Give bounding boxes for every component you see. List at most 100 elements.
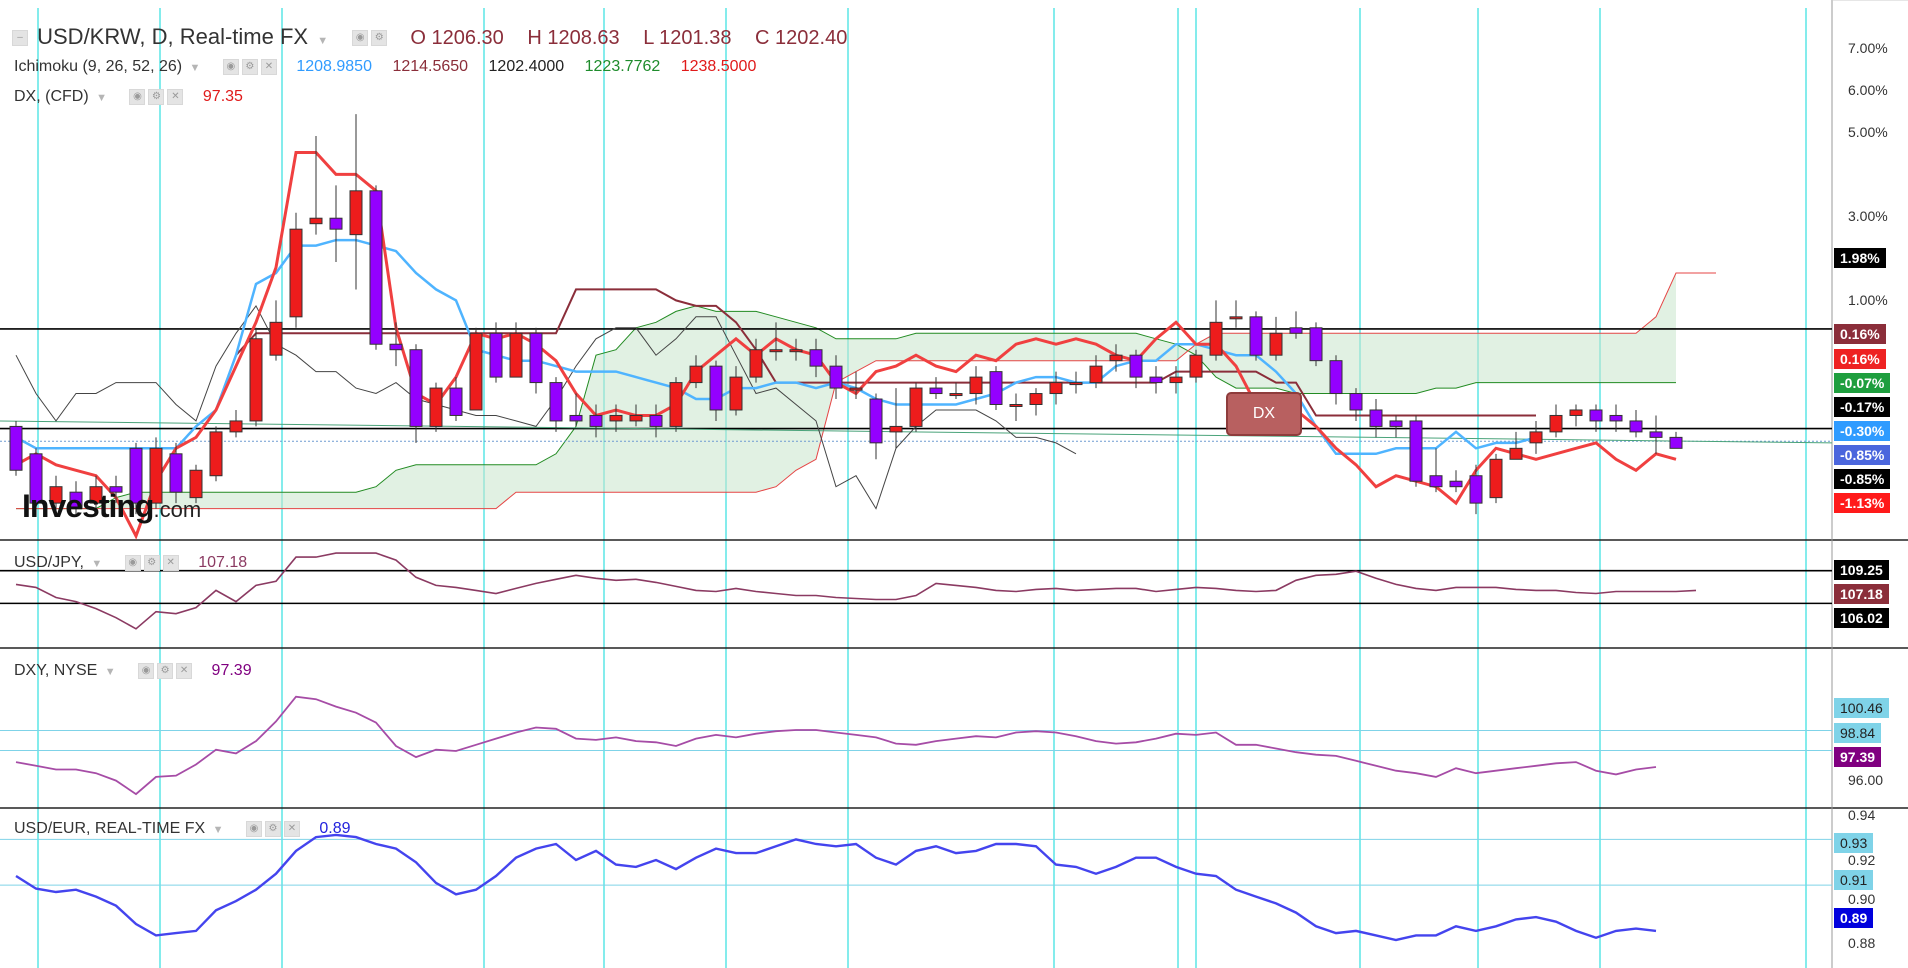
candle-body (909, 387, 923, 427)
candle-body (209, 431, 223, 477)
chevron-down-icon[interactable]: ▼ (212, 824, 224, 836)
eye-icon[interactable]: ◉ (222, 58, 239, 75)
candle-body (1149, 376, 1163, 384)
candle-body (689, 365, 703, 384)
candle-body (69, 491, 83, 510)
candle-body (1609, 414, 1623, 422)
price-label: -0.17% (1834, 397, 1891, 417)
candle-body (1109, 354, 1123, 362)
candle-body (1569, 409, 1583, 416)
candle-body (669, 382, 683, 427)
eye-icon[interactable]: ◉ (352, 30, 369, 47)
dx-line (15, 151, 1677, 540)
eur-value: 0.89 (319, 820, 351, 837)
candle-body (229, 420, 243, 433)
ichimoku-cloud (16, 272, 1716, 510)
close-icon[interactable]: ✕ (167, 88, 184, 105)
gear-icon[interactable]: ⚙ (264, 820, 281, 837)
gear-icon[interactable]: ⚙ (241, 58, 258, 75)
price-label: -0.30% (1834, 421, 1891, 441)
chevron-down-icon[interactable]: ▼ (96, 92, 107, 104)
ichimoku-legend: Ichimoku (9, 26, 52, 26) ▼ ◉ ⚙ ✕ 1208.9850… (14, 58, 756, 76)
candle-body (509, 332, 523, 378)
candle-body (489, 332, 503, 378)
chevron-down-icon[interactable]: ▼ (104, 666, 116, 678)
close-icon[interactable]: ✕ (162, 554, 179, 571)
gear-icon[interactable]: ⚙ (148, 88, 165, 105)
jpy-legend: USD/JPY, ▼ ◉ ⚙ ✕ 107.18 (14, 554, 247, 572)
candle-body (1429, 475, 1443, 488)
price-label: 0.91 (1834, 870, 1874, 890)
eye-icon[interactable]: ◉ (138, 662, 155, 679)
candle-body (709, 365, 723, 411)
candle-body (1029, 393, 1043, 405)
eye-icon[interactable]: ◉ (129, 88, 146, 105)
gear-icon[interactable]: ⚙ (157, 662, 174, 679)
candle-body (809, 349, 823, 367)
span-b-value: 1238.5000 (680, 58, 757, 75)
collapse-icon[interactable]: – (12, 30, 28, 47)
axis-tick-label: 7.00% (1848, 40, 1888, 56)
axis-tick-label: 3.00% (1848, 208, 1888, 224)
gear-icon[interactable]: ⚙ (371, 30, 388, 47)
candle-body (469, 332, 483, 411)
candle-body (49, 486, 63, 504)
chevron-down-icon[interactable]: ▼ (91, 558, 103, 570)
candle-body (269, 321, 283, 356)
price-label: 106.02 (1834, 608, 1889, 628)
open-value: O 1206.30 (410, 27, 504, 49)
close-icon[interactable]: ✕ (283, 820, 300, 837)
main-legend: – USD/KRW, D, Real-time FX ▼ ◉ ⚙ O 1206.3… (12, 24, 865, 50)
candle-body (1169, 376, 1183, 384)
candle-body (1189, 354, 1203, 378)
price-label: 100.46 (1834, 698, 1889, 718)
candle-body (149, 447, 163, 504)
price-label: 98.84 (1834, 723, 1882, 743)
span-a-value: 1223.7762 (584, 58, 661, 75)
dxy-legend: DXY, NYSE ▼ ◉ ⚙ ✕ 97.39 (14, 662, 252, 680)
span-b-line (16, 272, 1716, 510)
close-value: C 1202.40 (755, 27, 848, 49)
candle-body (109, 486, 123, 493)
axis-tick-label: 96.00 (1848, 772, 1884, 788)
candle-body (1269, 332, 1283, 356)
candle-body (249, 338, 263, 422)
candle-body (869, 398, 883, 444)
span-a-line (16, 305, 1676, 510)
eur-legend: USD/EUR, REAL-TIME FX ▼ ◉ ⚙ ✕ 0.89 (14, 820, 351, 838)
price-label: 1.98% (1834, 248, 1886, 268)
eye-icon[interactable]: ◉ (124, 554, 141, 571)
candle-body (1329, 360, 1343, 395)
dx-callout[interactable]: DX (1226, 392, 1302, 436)
candle-body (1049, 382, 1063, 395)
dx-legend: DX, (CFD) ▼ ◉ ⚙ ✕ 97.35 (14, 88, 243, 106)
sub-pane-lines (0, 552, 1832, 942)
candle-body (529, 332, 543, 384)
candle-body (1449, 480, 1463, 488)
candle-body (609, 414, 623, 422)
chevron-down-icon[interactable]: ▼ (189, 62, 201, 74)
candle-body (1309, 327, 1323, 362)
candle-body (949, 393, 963, 397)
usd-jpy-line (15, 552, 1697, 630)
candle-body (1129, 354, 1143, 378)
close-icon[interactable]: ✕ (176, 662, 193, 679)
kijun-value: 1214.5650 (392, 58, 469, 75)
price-label: 109.25 (1834, 560, 1889, 580)
price-label: 0.89 (1834, 908, 1874, 928)
price-label: 0.16% (1834, 349, 1886, 369)
price-label: 0.16% (1834, 324, 1886, 344)
gear-icon[interactable]: ⚙ (143, 554, 160, 571)
axis-tick-label: 5.00% (1848, 124, 1888, 140)
eye-icon[interactable]: ◉ (245, 820, 262, 837)
candle-body (1289, 327, 1303, 334)
chevron-down-icon[interactable]: ▼ (317, 35, 329, 47)
dx-label: DX, (CFD) (14, 88, 89, 105)
ichimoku-label: Ichimoku (9, 26, 52, 26) (14, 58, 183, 75)
candle-body (449, 387, 463, 416)
candle-body (629, 414, 643, 422)
candle-body (1369, 409, 1383, 427)
candle-body (129, 447, 143, 504)
close-icon[interactable]: ✕ (260, 58, 277, 75)
